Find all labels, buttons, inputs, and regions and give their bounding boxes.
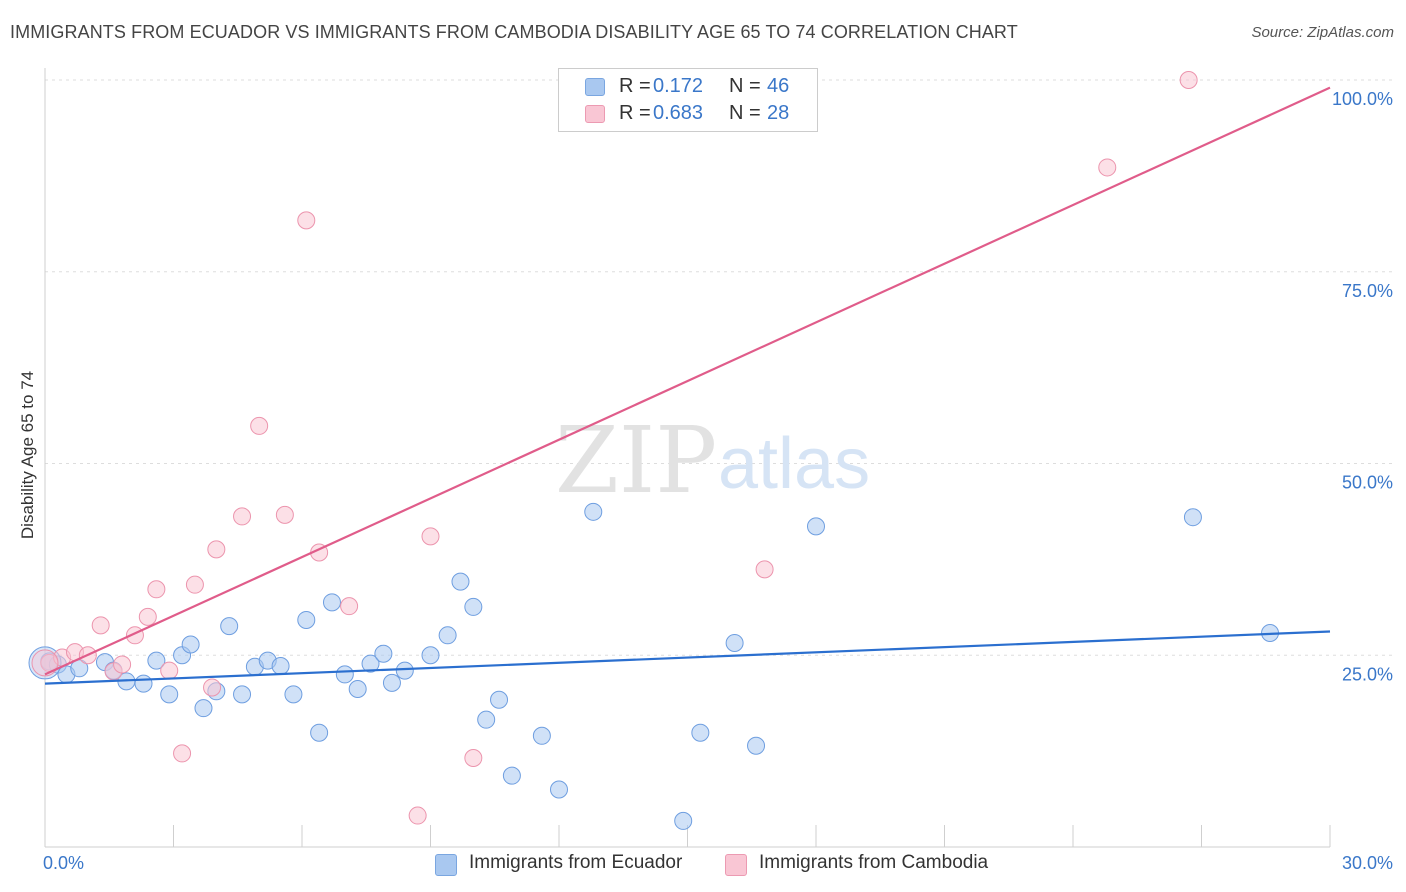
data-point-ecuador xyxy=(464,597,483,616)
data-point-ecuador xyxy=(361,654,380,673)
data-point-cambodia xyxy=(340,597,359,616)
data-point-ecuador xyxy=(147,651,166,670)
bottom-legend-swatch-cambodia xyxy=(725,854,747,876)
x-tick-label: 30.0% xyxy=(1342,853,1393,873)
axes xyxy=(44,68,1331,848)
data-point-ecuador xyxy=(284,685,303,704)
data-point-ecuador xyxy=(134,674,153,693)
data-point-cambodia xyxy=(203,678,222,697)
data-point-cambodia xyxy=(755,560,774,579)
source-label: Source: ZipAtlas.com xyxy=(1251,24,1394,41)
data-point-ecuador xyxy=(220,617,239,636)
data-point-cambodia xyxy=(233,507,252,526)
data-point-cambodia xyxy=(160,661,179,680)
legend: R = 0.172 N = 46 R = 0.683 N = 28 xyxy=(558,68,818,132)
data-point-cambodia xyxy=(421,527,440,546)
data-point-ecuador xyxy=(421,646,440,665)
watermark-zip: ZIP xyxy=(555,407,717,514)
data-point-ecuador xyxy=(160,685,179,704)
legend-r-label: R = xyxy=(619,75,651,97)
data-point-cambodia xyxy=(113,655,132,674)
data-point-cambodia xyxy=(147,580,166,599)
data-point-cambodia xyxy=(138,607,157,626)
legend-r-value-ecuador: 0.172 xyxy=(653,75,704,97)
bottom-legend-swatch-ecuador xyxy=(435,854,457,876)
trend-lines xyxy=(44,86,1331,685)
data-point-ecuador xyxy=(374,644,393,663)
data-point-cambodia xyxy=(297,211,316,230)
y-tick-label: 50.0% xyxy=(1342,473,1393,493)
bottom-legend-label-cambodia: Immigrants from Cambodia xyxy=(759,852,989,873)
data-point-cambodia xyxy=(1179,71,1198,89)
data-point-ecuador xyxy=(395,661,414,680)
tick-labels: 25.0% 50.0% 75.0% 100.0% 0.0% 30.0% xyxy=(43,89,1393,873)
bottom-legend-label-ecuador: Immigrants from Ecuador xyxy=(469,852,683,873)
data-point-ecuador xyxy=(297,610,316,629)
data-point-cambodia xyxy=(1098,158,1117,177)
data-point-ecuador xyxy=(490,690,509,709)
data-point-ecuador xyxy=(502,766,521,785)
x-tick-label: 0.0% xyxy=(43,853,84,873)
y-tick-label: 25.0% xyxy=(1342,664,1393,684)
gridlines xyxy=(45,79,1395,656)
data-point-ecuador xyxy=(310,723,329,742)
data-point-cambodia xyxy=(275,505,294,524)
legend-n-label: N = xyxy=(729,75,761,97)
legend-r-label: R = xyxy=(619,102,651,124)
legend-n-label: N = xyxy=(729,102,761,124)
data-point-cambodia xyxy=(464,749,483,768)
chart-title: IMMIGRANTS FROM ECUADOR VS IMMIGRANTS FR… xyxy=(10,22,1018,42)
data-point-ecuador xyxy=(438,626,457,645)
y-tick-label: 75.0% xyxy=(1342,281,1393,301)
data-point-ecuador xyxy=(1183,508,1202,527)
data-point-ecuador xyxy=(691,723,710,742)
data-point-cambodia xyxy=(91,616,110,635)
trend-line-ecuador xyxy=(44,630,1331,685)
legend-n-value-cambodia: 28 xyxy=(767,102,790,124)
data-point-ecuador xyxy=(382,673,401,692)
watermark: ZIP atlas xyxy=(555,407,870,514)
data-point-ecuador xyxy=(348,679,367,698)
data-point-cambodia xyxy=(173,744,192,763)
data-point-ecuador xyxy=(725,633,744,652)
data-point-ecuador xyxy=(233,685,252,704)
data-point-ecuador xyxy=(194,699,213,718)
data-point-cambodia xyxy=(250,416,269,435)
data-point-cambodia xyxy=(31,649,59,677)
data-point-ecuador xyxy=(807,517,825,536)
data-point-cambodia xyxy=(185,575,204,594)
data-point-cambodia xyxy=(207,540,226,559)
data-point-ecuador xyxy=(335,665,354,684)
trend-line-cambodia xyxy=(44,86,1331,676)
data-point-ecuador xyxy=(584,502,603,521)
data-point-ecuador xyxy=(550,780,568,799)
legend-swatch-ecuador xyxy=(585,78,605,96)
data-point-ecuador xyxy=(477,710,496,729)
data-point-cambodia xyxy=(408,806,427,825)
data-point-ecuador xyxy=(451,572,470,591)
data-point-ecuador xyxy=(532,726,551,745)
data-point-ecuador xyxy=(271,656,290,675)
watermark-atlas: atlas xyxy=(718,424,870,504)
legend-r-value-cambodia: 0.683 xyxy=(653,102,704,124)
data-point-ecuador xyxy=(322,593,341,612)
data-point-ecuador xyxy=(674,811,693,830)
legend-swatch-cambodia xyxy=(585,105,605,123)
legend-n-value-ecuador: 46 xyxy=(767,75,790,97)
data-point-ecuador xyxy=(181,635,200,654)
data-point-ecuador xyxy=(747,736,766,755)
y-tick-label: 100.0% xyxy=(1332,89,1393,109)
